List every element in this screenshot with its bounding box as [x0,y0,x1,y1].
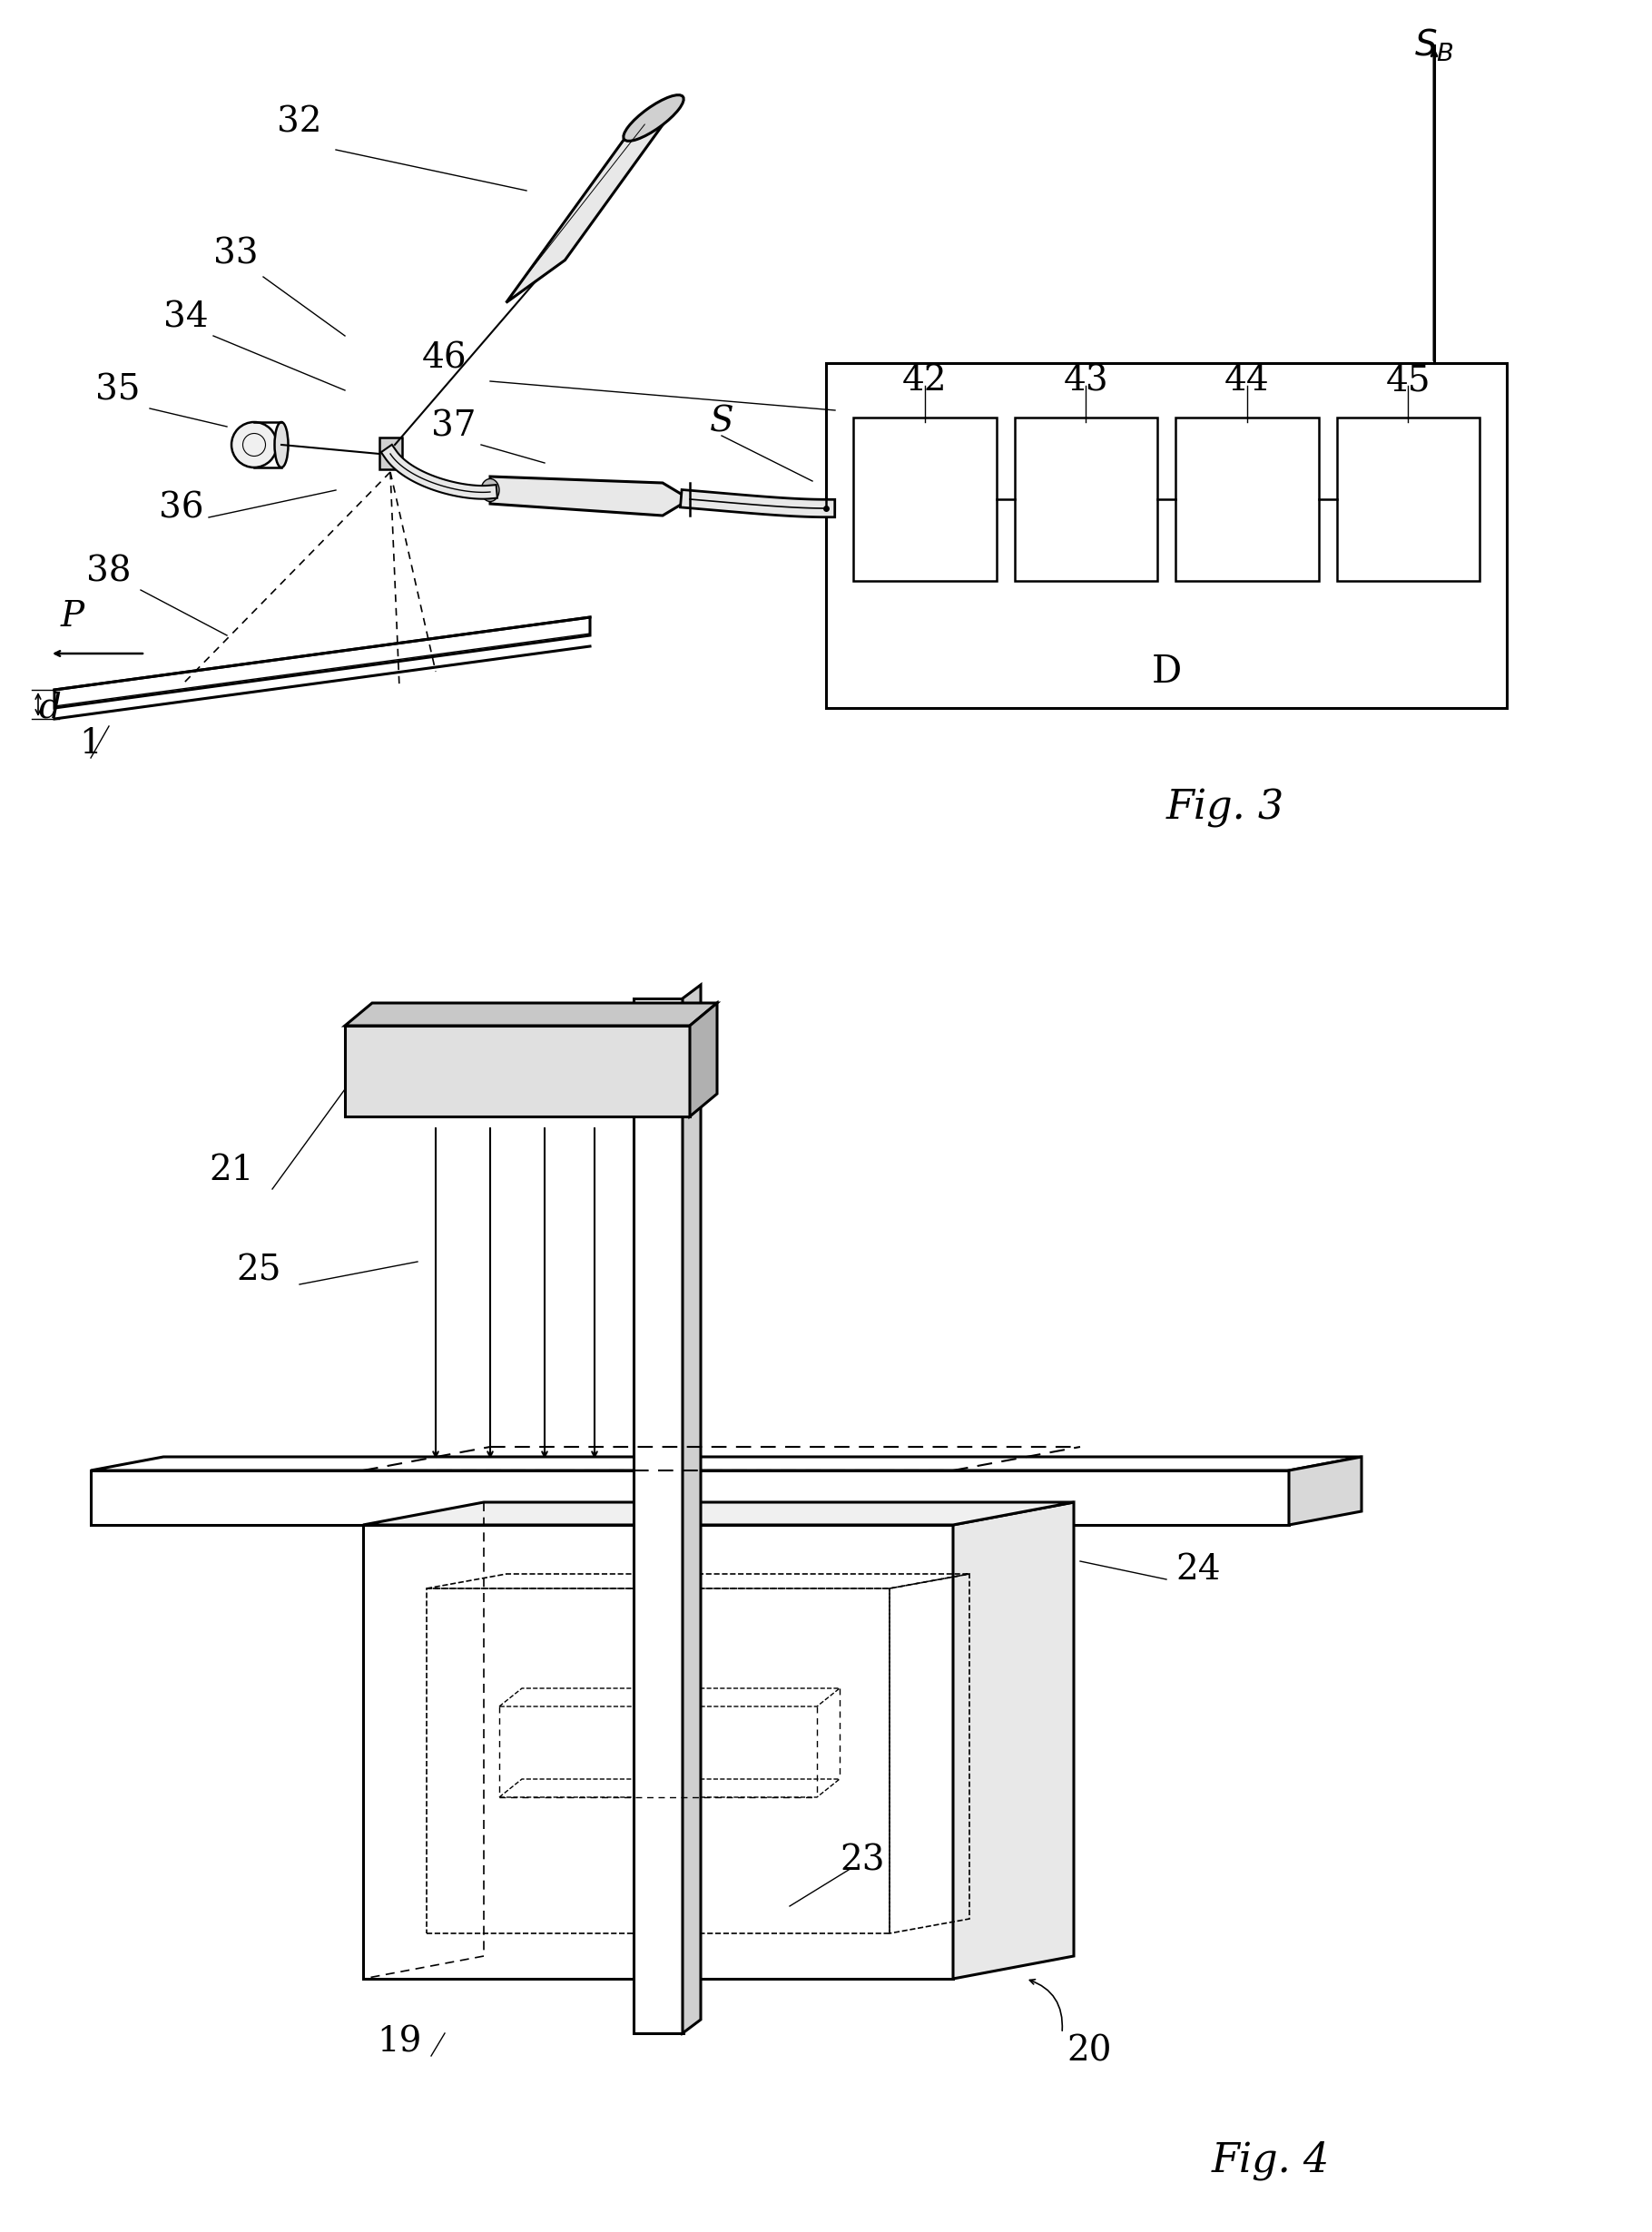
Text: 42: 42 [902,364,947,397]
Bar [1176,417,1318,580]
Text: 19: 19 [377,2024,421,2060]
Text: Fig. 3: Fig. 3 [1166,788,1285,828]
Text: d: d [38,692,61,725]
Polygon shape [491,478,691,516]
Ellipse shape [623,96,684,141]
Ellipse shape [274,422,287,466]
Bar [1336,417,1480,580]
Text: Fig. 4: Fig. 4 [1211,2140,1330,2181]
Text: 34: 34 [164,301,208,335]
Text: 36: 36 [159,491,203,525]
Bar [826,364,1507,708]
Bar [852,417,996,580]
Polygon shape [682,984,700,2033]
Polygon shape [953,1502,1074,1980]
Polygon shape [363,1502,1074,1524]
Polygon shape [506,96,682,304]
Text: 21: 21 [210,1154,254,1187]
Bar [634,998,684,2033]
Polygon shape [363,1524,953,1980]
Polygon shape [91,1471,1289,1524]
Text: 46: 46 [423,341,468,375]
Text: 23: 23 [839,1844,885,1877]
Ellipse shape [481,480,499,502]
Text: 43: 43 [1064,364,1108,397]
Polygon shape [1289,1457,1361,1524]
Text: 24: 24 [1176,1553,1221,1587]
Polygon shape [345,1002,717,1027]
Polygon shape [91,1457,1361,1471]
Text: 37: 37 [431,411,476,444]
Text: 32: 32 [278,105,322,138]
Polygon shape [55,618,590,708]
Bar [1014,417,1158,580]
Text: 35: 35 [96,373,140,406]
Text: 20: 20 [1067,2036,1112,2069]
Text: 45: 45 [1386,364,1431,397]
Text: 25: 25 [236,1254,281,1288]
Text: 38: 38 [86,556,132,589]
Text: $S_B$: $S_B$ [1414,27,1454,65]
Ellipse shape [231,422,278,466]
Polygon shape [345,1027,691,1116]
Text: 44: 44 [1224,364,1269,397]
Bar [380,437,401,469]
Bar [426,1589,889,1933]
Text: P: P [61,600,84,634]
Polygon shape [691,1002,717,1116]
Text: 33: 33 [213,237,258,270]
Text: S: S [709,406,733,440]
Text: 1: 1 [79,728,102,761]
Text: D: D [1151,652,1181,690]
